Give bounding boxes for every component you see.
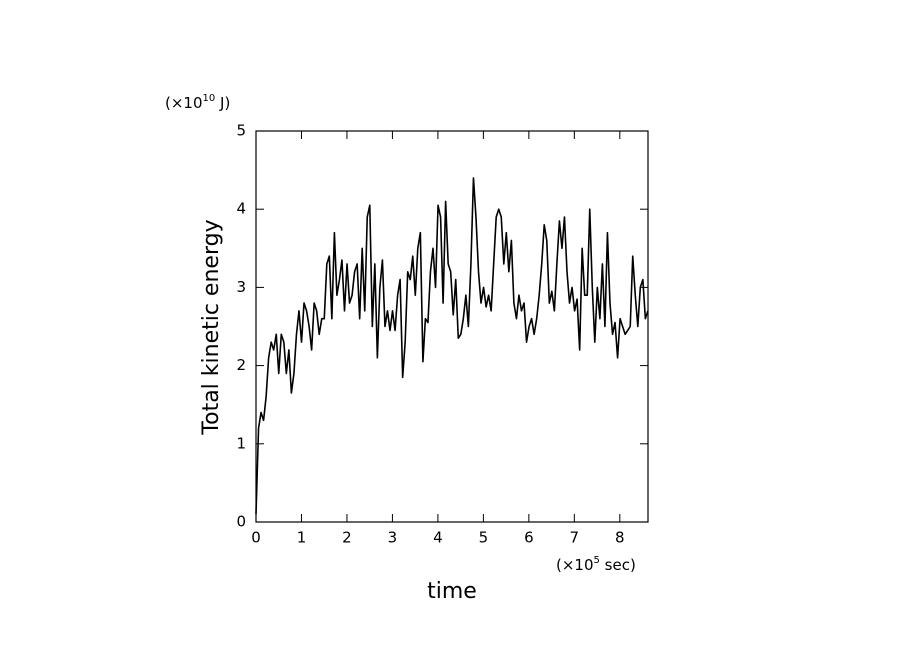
x-unit-prefix: (×10 xyxy=(556,556,594,574)
data-line xyxy=(255,177,649,515)
y-tick-label: 2 xyxy=(236,356,246,374)
y-unit-exponent: 10 xyxy=(203,93,216,104)
x-tick-label: 2 xyxy=(342,529,352,547)
y-tick-label: 3 xyxy=(236,278,246,296)
y-tick-label: 4 xyxy=(236,200,246,218)
x-tick-label: 1 xyxy=(297,529,307,547)
x-unit-suffix: sec) xyxy=(600,556,636,574)
plot-frame xyxy=(255,130,649,523)
y-tick-label: 0 xyxy=(236,513,246,531)
x-tick-label: 5 xyxy=(479,529,489,547)
y-unit-prefix: (×10 xyxy=(165,94,203,112)
x-tick-label: 8 xyxy=(615,529,625,547)
y-tick-label: 1 xyxy=(236,434,246,452)
x-axis-label: time xyxy=(427,579,477,604)
x-tick-label: 7 xyxy=(570,529,580,547)
x-tick-label: 6 xyxy=(524,529,534,547)
y-unit-suffix: J) xyxy=(215,94,230,112)
x-tick-label: 3 xyxy=(388,529,398,547)
x-tick-label: 4 xyxy=(433,529,443,547)
x-unit-exponent: 5 xyxy=(594,555,600,566)
y-axis-label: Total kinetic energy xyxy=(199,219,224,435)
x-tick-label: 0 xyxy=(251,529,261,547)
y-tick-label: 5 xyxy=(236,122,246,140)
y-unit-label: (×1010 J) xyxy=(165,93,230,112)
x-unit-label: (×105 sec) xyxy=(556,555,636,574)
